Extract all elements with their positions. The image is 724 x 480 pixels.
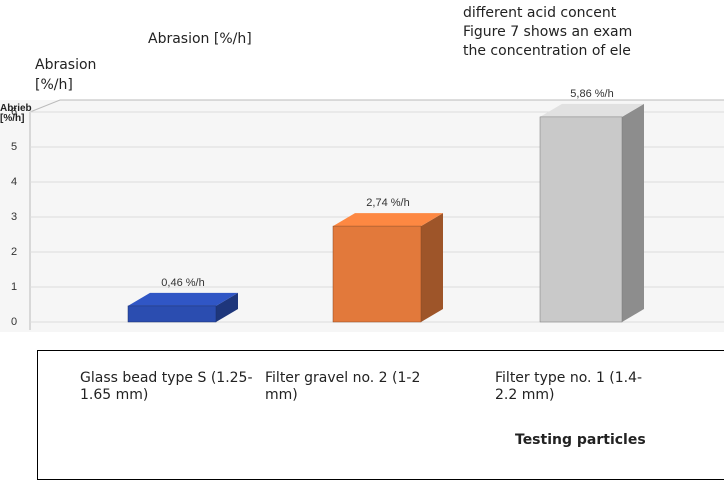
- category-label: Glass bead type S (1.25-1.65 mm): [80, 370, 253, 403]
- page: 0 1 2 3 4 5 6 0,46 %/h 2,74 %/h 5,86 %/h differen…: [0, 4, 724, 480]
- value-label: 5,86 %/h: [570, 88, 613, 100]
- abrasion-label: Abrasion [%/h]: [35, 57, 97, 93]
- x-axis-label: Testing particles: [515, 432, 646, 448]
- chart-frame: [29, 99, 724, 113]
- value-label: 0,46 %/h: [161, 277, 204, 289]
- bar-side: [216, 292, 238, 322]
- bar-top: [540, 103, 644, 117]
- chart: 0 1 2 3 4 5 6 0,46 %/h 2,74 %/h 5,86 %/h: [10, 87, 724, 330]
- y-tick-label: 0: [11, 316, 17, 328]
- bar-side: [622, 103, 644, 323]
- bar-top: [333, 213, 443, 227]
- bar: [332, 213, 443, 323]
- paragraph: different acid concent Figure 7 shows an…: [463, 4, 724, 61]
- bar-front: [127, 305, 217, 323]
- bar: [127, 292, 238, 323]
- bar: [539, 103, 644, 323]
- bar-front: [332, 225, 422, 323]
- category-label: Filter type no. 1 (1.4-2.2 mm): [495, 370, 643, 403]
- y-tick-label: 2: [11, 246, 17, 258]
- y-axis-label: Abrieb [%/h]: [0, 103, 32, 124]
- y-tick-label: 3: [11, 211, 17, 223]
- paragraph-line: the concentration of ele: [463, 43, 631, 59]
- abrasion-label: Abrasion [%/h]: [148, 31, 252, 47]
- paragraph-line: different acid concent: [463, 5, 617, 21]
- bar-front: [539, 116, 623, 323]
- y-tick-label: 4: [11, 176, 17, 188]
- bar-side: [421, 213, 443, 322]
- y-tick-label: 1: [11, 281, 17, 293]
- y-tick-label: 6: [11, 106, 17, 118]
- value-label: 2,74 %/h: [366, 197, 409, 209]
- bar-top: [128, 292, 238, 306]
- y-tick-label: 5: [11, 141, 17, 153]
- paragraph-line: Figure 7 shows an exam: [463, 24, 633, 40]
- category-label: Filter gravel no. 2 (1-2 mm): [265, 370, 421, 403]
